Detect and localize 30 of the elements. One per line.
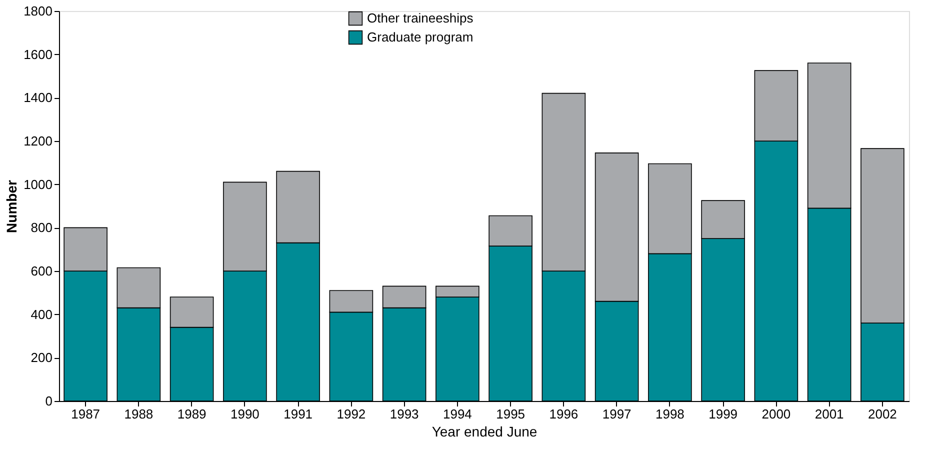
x-tick-label: 1994 xyxy=(442,406,472,422)
x-axis-title: Year ended June xyxy=(432,424,538,440)
x-tick-label: 1988 xyxy=(124,406,154,422)
x-tick-label: 1999 xyxy=(708,406,738,422)
legend-label: Graduate program xyxy=(367,30,474,44)
x-tick-label: 1997 xyxy=(602,406,632,422)
y-tick-label: 1800 xyxy=(24,4,52,18)
x-tick-label: 1993 xyxy=(390,406,419,422)
x-tick-label: 1992 xyxy=(336,406,366,422)
x-tick-label: 1989 xyxy=(177,406,206,422)
x-tick-label: 1996 xyxy=(549,406,578,422)
y-tick-label: 0 xyxy=(45,394,52,408)
x-tick-label: 1995 xyxy=(496,406,526,422)
x-tick-label: 1987 xyxy=(71,406,100,422)
y-tick-label: 400 xyxy=(30,306,52,322)
y-axis-title: Number xyxy=(4,180,20,233)
y-tick-label: 1200 xyxy=(24,134,52,148)
y-tick-label: 1600 xyxy=(24,46,52,62)
x-tick-label: 1990 xyxy=(230,406,260,422)
y-tick-label: 200 xyxy=(30,350,52,366)
y-tick-label: 1400 xyxy=(24,90,52,106)
y-tick-label: 1000 xyxy=(24,176,52,192)
x-tick-label: 2001 xyxy=(814,406,844,422)
y-tick-label: 600 xyxy=(30,264,52,278)
x-tick-label: 2002 xyxy=(868,406,897,422)
y-tick-label: 800 xyxy=(30,220,52,236)
x-tick-label: 2000 xyxy=(762,406,791,422)
x-tick-label: 1991 xyxy=(284,406,313,422)
legend-label: Other traineeships xyxy=(367,10,474,26)
x-tick-label: 1998 xyxy=(655,406,684,422)
